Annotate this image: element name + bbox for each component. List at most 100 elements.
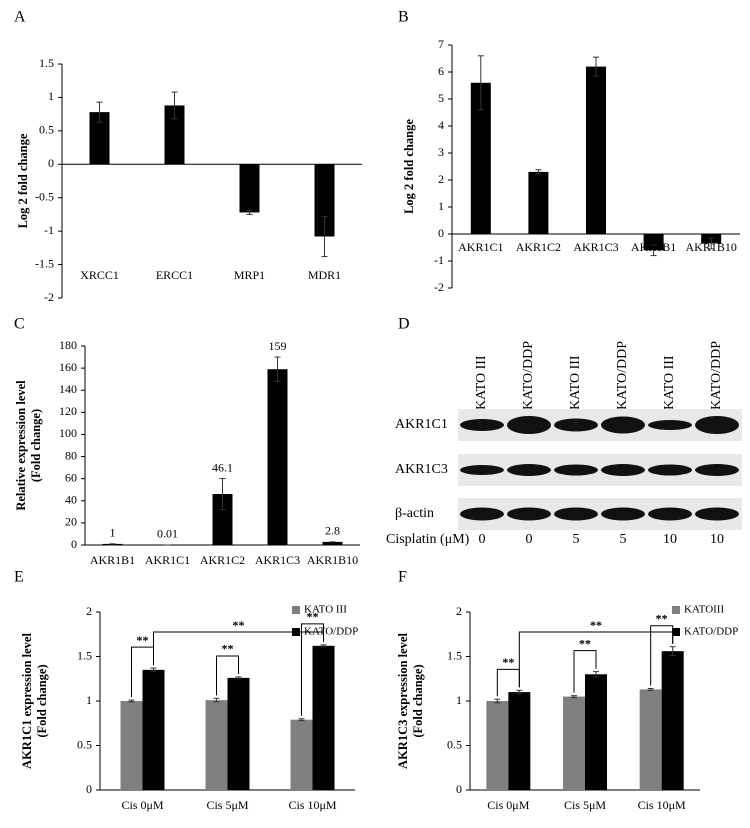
bar	[205, 700, 228, 790]
panel-label: C	[14, 316, 25, 333]
significance-bracket	[153, 631, 324, 666]
band	[601, 464, 645, 476]
lane-label: KATO/DDP	[615, 341, 630, 410]
blot-background	[458, 454, 742, 486]
bar	[212, 494, 233, 545]
y-tick-label: 0	[71, 537, 77, 551]
y-tick-label: 0.5	[77, 737, 92, 751]
x-tick-label: Cis 0μM	[487, 798, 529, 812]
band	[695, 507, 739, 521]
significance-bracket	[216, 655, 239, 696]
data-label: 159	[269, 339, 287, 353]
band	[554, 464, 598, 476]
legend-swatch	[292, 606, 300, 614]
y-tick-label: 5	[438, 91, 444, 105]
bar	[563, 696, 585, 790]
dose-value: 0	[526, 532, 533, 547]
y-tick-label: 20	[65, 515, 77, 529]
bar	[528, 171, 549, 234]
band	[507, 507, 551, 521]
band	[695, 416, 739, 434]
y-tick-label: 40	[65, 493, 77, 507]
bar	[486, 701, 509, 790]
band	[601, 507, 645, 521]
y-tick-label: 1	[48, 89, 54, 103]
bar	[312, 645, 335, 790]
dose-label: Cisplatin (μM)	[386, 532, 470, 547]
legend-label: KATOIII	[684, 604, 724, 616]
y-tick-label: 2	[86, 604, 92, 618]
x-tick-label: AKR1C2	[200, 553, 245, 567]
x-tick-label: AKR1B10	[307, 553, 358, 567]
x-tick-label: AKR1B1	[631, 240, 676, 254]
lane-label: KATO/DDP	[709, 341, 724, 410]
blot-background	[458, 409, 742, 441]
y-tick-label: 100	[59, 426, 77, 440]
bar	[102, 543, 123, 545]
row-label: AKR1C3	[395, 462, 448, 477]
y-axis-label: Relative expression level	[14, 380, 28, 511]
dose-value: 0	[479, 532, 486, 547]
x-tick-label: AKR1C3	[255, 553, 300, 567]
y-axis-label: AKR1C3 expression level	[396, 633, 410, 769]
y-tick-label: 0	[456, 782, 462, 796]
band	[695, 464, 739, 476]
y-tick-label: -1.5	[35, 256, 54, 270]
x-tick-label: MRP1	[234, 268, 265, 282]
bar	[267, 369, 288, 545]
bar	[585, 674, 607, 790]
band	[460, 465, 504, 475]
dose-value: 5	[573, 532, 580, 547]
data-label: 46.1	[212, 460, 233, 474]
y-tick-label: 0	[48, 156, 54, 170]
y-tick-label: 120	[59, 404, 77, 418]
data-label: 2.8	[325, 524, 340, 538]
band	[460, 419, 504, 431]
blot-background	[458, 498, 742, 530]
x-tick-label: AKR1C1	[458, 240, 503, 254]
data-label: 1	[110, 526, 116, 540]
bar	[661, 651, 684, 790]
x-tick-label: MDR1	[308, 268, 341, 282]
bar	[470, 82, 491, 234]
x-tick-label: ERCC1	[156, 268, 193, 282]
data-label: 0.01	[157, 527, 178, 541]
band	[554, 418, 598, 432]
y-axis-label: Log 2 fold change	[16, 133, 30, 228]
lane-label: KATO III	[474, 355, 489, 410]
legend-label: KATO III	[304, 604, 347, 616]
bar	[290, 719, 313, 790]
band	[507, 464, 551, 476]
y-tick-label: -1	[44, 223, 54, 237]
bar	[142, 669, 165, 790]
bar	[89, 112, 110, 165]
y-tick-label: -0.5	[35, 189, 54, 203]
y-tick-label: 1	[438, 199, 444, 213]
band	[507, 416, 551, 434]
y-tick-label: 180	[59, 338, 77, 352]
bar	[239, 164, 260, 213]
significance-label: **	[590, 618, 602, 632]
significance-label: **	[307, 610, 319, 624]
x-tick-label: AKR1C2	[516, 240, 561, 254]
y-tick-label: 1.5	[77, 648, 92, 662]
dose-value: 10	[710, 532, 724, 547]
dose-value: 10	[663, 532, 677, 547]
panel-label: B	[398, 9, 409, 26]
significance-label: **	[137, 633, 149, 647]
y-tick-label: 6	[438, 64, 444, 78]
y-tick-label: 0	[438, 226, 444, 240]
panel-label: E	[14, 569, 24, 586]
bar	[639, 689, 662, 790]
band	[601, 416, 645, 434]
x-tick-label: Cis 10μM	[288, 798, 336, 812]
significance-label: **	[579, 636, 591, 650]
lane-label: KATO III	[662, 355, 677, 410]
bar	[227, 677, 250, 790]
x-tick-label: Cis 10μM	[638, 798, 686, 812]
lane-label: KATO/DDP	[521, 341, 536, 410]
band	[648, 420, 692, 430]
significance-label: **	[656, 611, 668, 625]
significance-bracket	[518, 631, 674, 688]
x-tick-label: Cis 5μM	[206, 798, 248, 812]
